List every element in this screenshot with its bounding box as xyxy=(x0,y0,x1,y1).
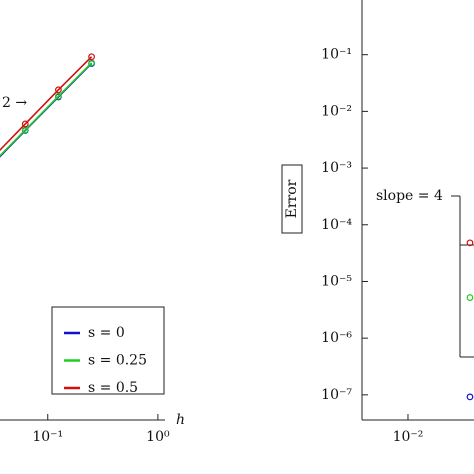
point xyxy=(55,86,62,94)
y-tick-label: 10⁻³ xyxy=(321,160,352,176)
point xyxy=(55,92,62,100)
series-line xyxy=(0,56,93,152)
y-tick-label: 10⁻² xyxy=(321,103,352,119)
x-axis-label: h xyxy=(176,412,185,428)
point xyxy=(466,393,474,401)
y-label-box xyxy=(281,164,303,234)
x-tick-label: 10⁻¹ xyxy=(32,429,63,445)
annotation: 2 → xyxy=(2,95,27,111)
y-tick-label: 10⁻⁵ xyxy=(321,273,352,289)
x-tick-label: 10⁰ xyxy=(146,429,170,445)
point xyxy=(466,294,474,301)
point xyxy=(88,53,95,61)
legend-box xyxy=(51,306,165,395)
legend-label: s = 0 xyxy=(88,325,125,341)
series-line xyxy=(0,62,93,157)
legend-label: s = 0.5 xyxy=(88,380,138,396)
series-line xyxy=(0,62,93,158)
point xyxy=(466,239,474,247)
plot-area xyxy=(0,53,95,158)
y-tick-label: 10⁻⁴ xyxy=(321,217,352,233)
legend-label: s = 0.25 xyxy=(88,353,147,369)
annotation: slope = 4 xyxy=(376,188,443,204)
plot-area xyxy=(466,239,474,401)
point xyxy=(21,120,29,128)
y-axis-label: Error xyxy=(284,179,300,218)
x-tick-label: 10⁻² xyxy=(393,429,424,445)
y-tick-label: 10⁻¹ xyxy=(321,47,352,63)
y-tick-label: 10⁻⁷ xyxy=(321,387,352,403)
y-tick-label: 10⁻⁶ xyxy=(321,330,352,346)
